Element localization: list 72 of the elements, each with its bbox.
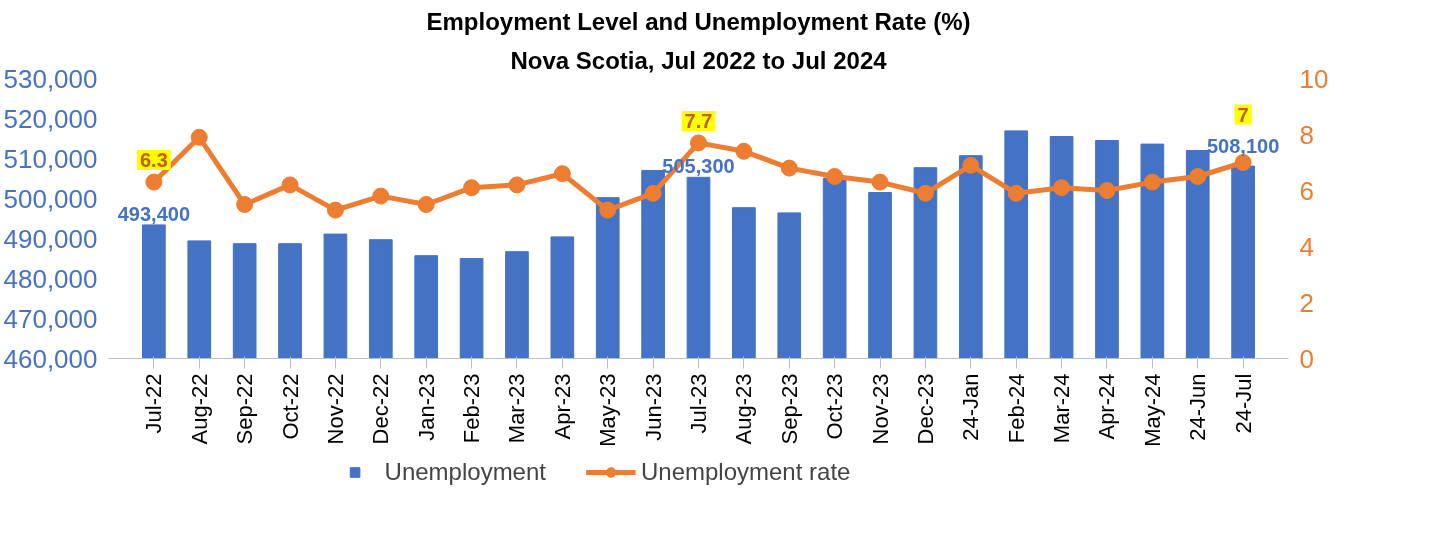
point (145, 173, 163, 191)
point (690, 134, 707, 152)
x-tick-label: Jul-23 (686, 373, 711, 434)
data-label: 6.3 (139, 149, 168, 172)
chart-title: Employment Level and Unemployment Rate (%) (426, 7, 971, 35)
point (916, 184, 934, 202)
point (644, 184, 662, 202)
x-tick-label: 24-Jun (1185, 373, 1211, 441)
point (1053, 179, 1071, 197)
point (417, 196, 435, 213)
y-tick-label: 530,000 (3, 63, 98, 94)
point (508, 176, 526, 194)
point (780, 159, 798, 177)
y2-tick-label: 8 (1299, 119, 1314, 150)
x-tick-label: Apr-24 (1094, 373, 1120, 440)
x-tick-label: Mar-23 (504, 373, 530, 444)
x-tick-label: Oct-23 (822, 373, 848, 440)
point (463, 179, 481, 197)
y2-tick-label: 10 (1299, 63, 1329, 94)
point (826, 168, 844, 185)
point (236, 196, 254, 213)
point (372, 187, 390, 205)
point (281, 176, 299, 194)
x-tick-label: Jul-22 (141, 373, 167, 434)
x-tick-label: May-23 (595, 373, 621, 447)
point (1098, 182, 1116, 199)
y-tick-label: 460,000 (3, 343, 98, 374)
y-tick-label: 500,000 (3, 183, 98, 214)
data-label: 508,100 (1206, 134, 1280, 157)
x-tick-label: Oct-22 (277, 373, 303, 440)
chart-subtitle: Nova Scotia, Jul 2022 to Jul 2024 (510, 46, 888, 74)
point (1007, 184, 1025, 202)
y-tick-label: 490,000 (3, 223, 98, 254)
x-tick-label: Apr-23 (549, 373, 575, 440)
y2-tick-label: 6 (1299, 175, 1314, 206)
data-label: 493,400 (117, 202, 191, 225)
point (553, 165, 571, 183)
x-tick-label: Aug-23 (731, 373, 757, 445)
x-tick-label: Mar-24 (1049, 373, 1075, 444)
legend-label: Unemployment rate (640, 458, 851, 486)
y2-tick-label: 2 (1299, 287, 1314, 318)
y-tick-label: 520,000 (3, 103, 98, 134)
x-tick-label: Aug-22 (186, 373, 212, 445)
x-tick-label: Feb-23 (459, 373, 485, 444)
point (871, 173, 889, 191)
x-tick-label: Dec-22 (368, 373, 394, 445)
y-tick-label: 510,000 (3, 143, 98, 174)
x-tick-label: Jun-23 (640, 373, 666, 441)
x-tick-label: May-24 (1139, 373, 1165, 447)
point (962, 156, 980, 174)
x-tick-label: Jan-23 (413, 373, 439, 441)
y-tick-label: 470,000 (3, 303, 98, 334)
point (1143, 173, 1161, 191)
y2-tick-label: 0 (1299, 343, 1314, 374)
x-tick-label: Feb-24 (1003, 373, 1029, 444)
y2-tick-label: 4 (1299, 231, 1314, 262)
point (190, 128, 208, 146)
data-label: 7 (1237, 103, 1249, 126)
x-tick-label: 24-Jan (958, 373, 984, 441)
point (735, 142, 753, 160)
x-tick-label: 24-Jul (1230, 373, 1256, 434)
point (1189, 168, 1207, 185)
point (599, 201, 617, 219)
point (326, 201, 344, 219)
y-tick-label: 480,000 (3, 263, 98, 294)
x-tick-label: Sep-22 (232, 373, 258, 445)
x-tick-label: Nov-22 (322, 373, 348, 445)
x-tick-label: Nov-23 (867, 373, 893, 445)
x-tick-label: Dec-23 (912, 373, 938, 445)
x-tick-label: Sep-23 (776, 373, 802, 445)
data-label: 7.7 (684, 109, 713, 132)
legend-label: Unemployment (384, 458, 546, 486)
